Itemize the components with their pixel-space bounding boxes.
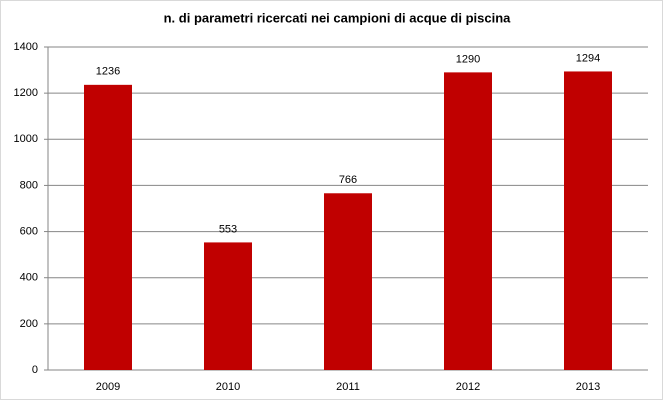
x-tick-label: 2009 [96, 381, 120, 393]
y-tick-label: 600 [20, 225, 38, 237]
bar [564, 71, 612, 370]
bar [84, 84, 132, 370]
y-tick-label: 1000 [14, 133, 38, 145]
chart-title: n. di parametri ricercati nei campioni d… [164, 10, 512, 25]
data-label: 766 [339, 174, 357, 186]
bar [204, 242, 252, 370]
x-tick-label: 2010 [216, 381, 240, 393]
y-tick-label: 1400 [14, 41, 38, 53]
y-tick-label: 200 [20, 318, 38, 330]
y-tick-label: 800 [20, 179, 38, 191]
bar [444, 72, 492, 370]
data-label: 1294 [576, 52, 600, 64]
y-tick-label: 1200 [14, 87, 38, 99]
x-tick-label: 2012 [456, 381, 480, 393]
data-label: 1290 [456, 53, 480, 65]
data-label: 1236 [96, 66, 120, 78]
x-tick-label: 2011 [336, 381, 360, 393]
y-tick-label: 400 [20, 272, 38, 284]
data-label: 553 [219, 223, 237, 235]
y-tick-label: 0 [32, 364, 38, 376]
bar [324, 193, 372, 370]
x-tick-label: 2013 [576, 381, 600, 393]
